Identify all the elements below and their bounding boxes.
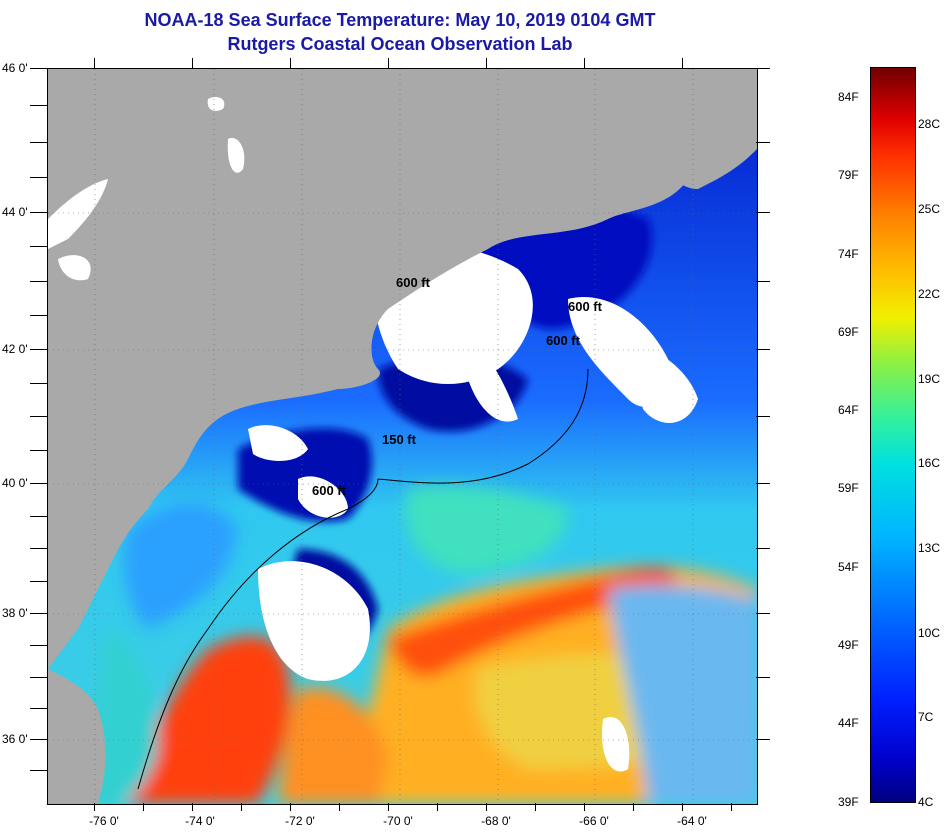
lon-label-64: -64 0'	[677, 814, 707, 828]
lat-label-40: 40 0'	[2, 476, 28, 490]
colorbar-f-label: 69F	[838, 325, 859, 339]
colorbar-c-label: 10C	[918, 626, 941, 640]
land-mass	[48, 69, 757, 804]
colorbar-f-label: 64F	[838, 403, 859, 417]
gulf-stream-warm-water	[88, 485, 757, 804]
lat-label-38: 38 0'	[2, 606, 28, 620]
colorbar-c-label: 19C	[918, 372, 941, 386]
map-title: NOAA-18 Sea Surface Temperature: May 10,…	[144, 10, 656, 30]
colorbar-f-label: 44F	[838, 716, 859, 730]
lon-label-68: -68 0'	[481, 814, 511, 828]
inland-white-patches	[48, 97, 245, 281]
temperature-colorbar	[870, 67, 916, 803]
depth-label: 600 ft	[396, 275, 431, 290]
depth-label: 600 ft	[546, 333, 581, 348]
colorbar-f-label: 84F	[838, 90, 859, 104]
colorbar-f-label: 74F	[838, 247, 859, 261]
colorbar-c-label: 4C	[918, 795, 934, 809]
lon-label-70: -70 0'	[383, 814, 413, 828]
lat-label-46: 46 0'	[2, 61, 28, 75]
colorbar-c-label: 7C	[918, 710, 934, 724]
lon-label-66: -66 0'	[579, 814, 609, 828]
colorbar-c-label: 22C	[918, 287, 941, 301]
colorbar-c-label: 13C	[918, 541, 941, 555]
depth-label: 600 ft	[568, 299, 603, 314]
lat-label-42: 42 0'	[2, 342, 28, 356]
colorbar-f-label: 54F	[838, 560, 859, 574]
sst-imagery: 600 ft 600 ft 600 ft 150 ft 600 ft	[48, 69, 757, 804]
map-subtitle: Rutgers Coastal Ocean Observation Lab	[227, 34, 573, 54]
lon-label-72: -72 0'	[285, 814, 315, 828]
colorbar-f-label: 49F	[838, 638, 859, 652]
depth-label: 150 ft	[382, 432, 417, 447]
colorbar-c-label: 25C	[918, 202, 941, 216]
colorbar-f-label: 59F	[838, 481, 859, 495]
sst-map: 600 ft 600 ft 600 ft 150 ft 600 ft	[47, 68, 758, 805]
depth-label: 600 ft	[312, 483, 347, 498]
graticule	[48, 69, 757, 804]
lon-label-76: -76 0'	[89, 814, 119, 828]
colorbar-f-label: 79F	[838, 168, 859, 182]
lat-label-44: 44 0'	[2, 205, 28, 219]
lon-label-74: -74 0'	[185, 814, 215, 828]
depth-contour-line	[137, 368, 589, 790]
lat-label-36: 36 0'	[2, 732, 28, 746]
colorbar-c-label: 28C	[918, 117, 941, 131]
colorbar-f-label: 39F	[838, 795, 859, 809]
colorbar-c-label: 16C	[918, 456, 941, 470]
